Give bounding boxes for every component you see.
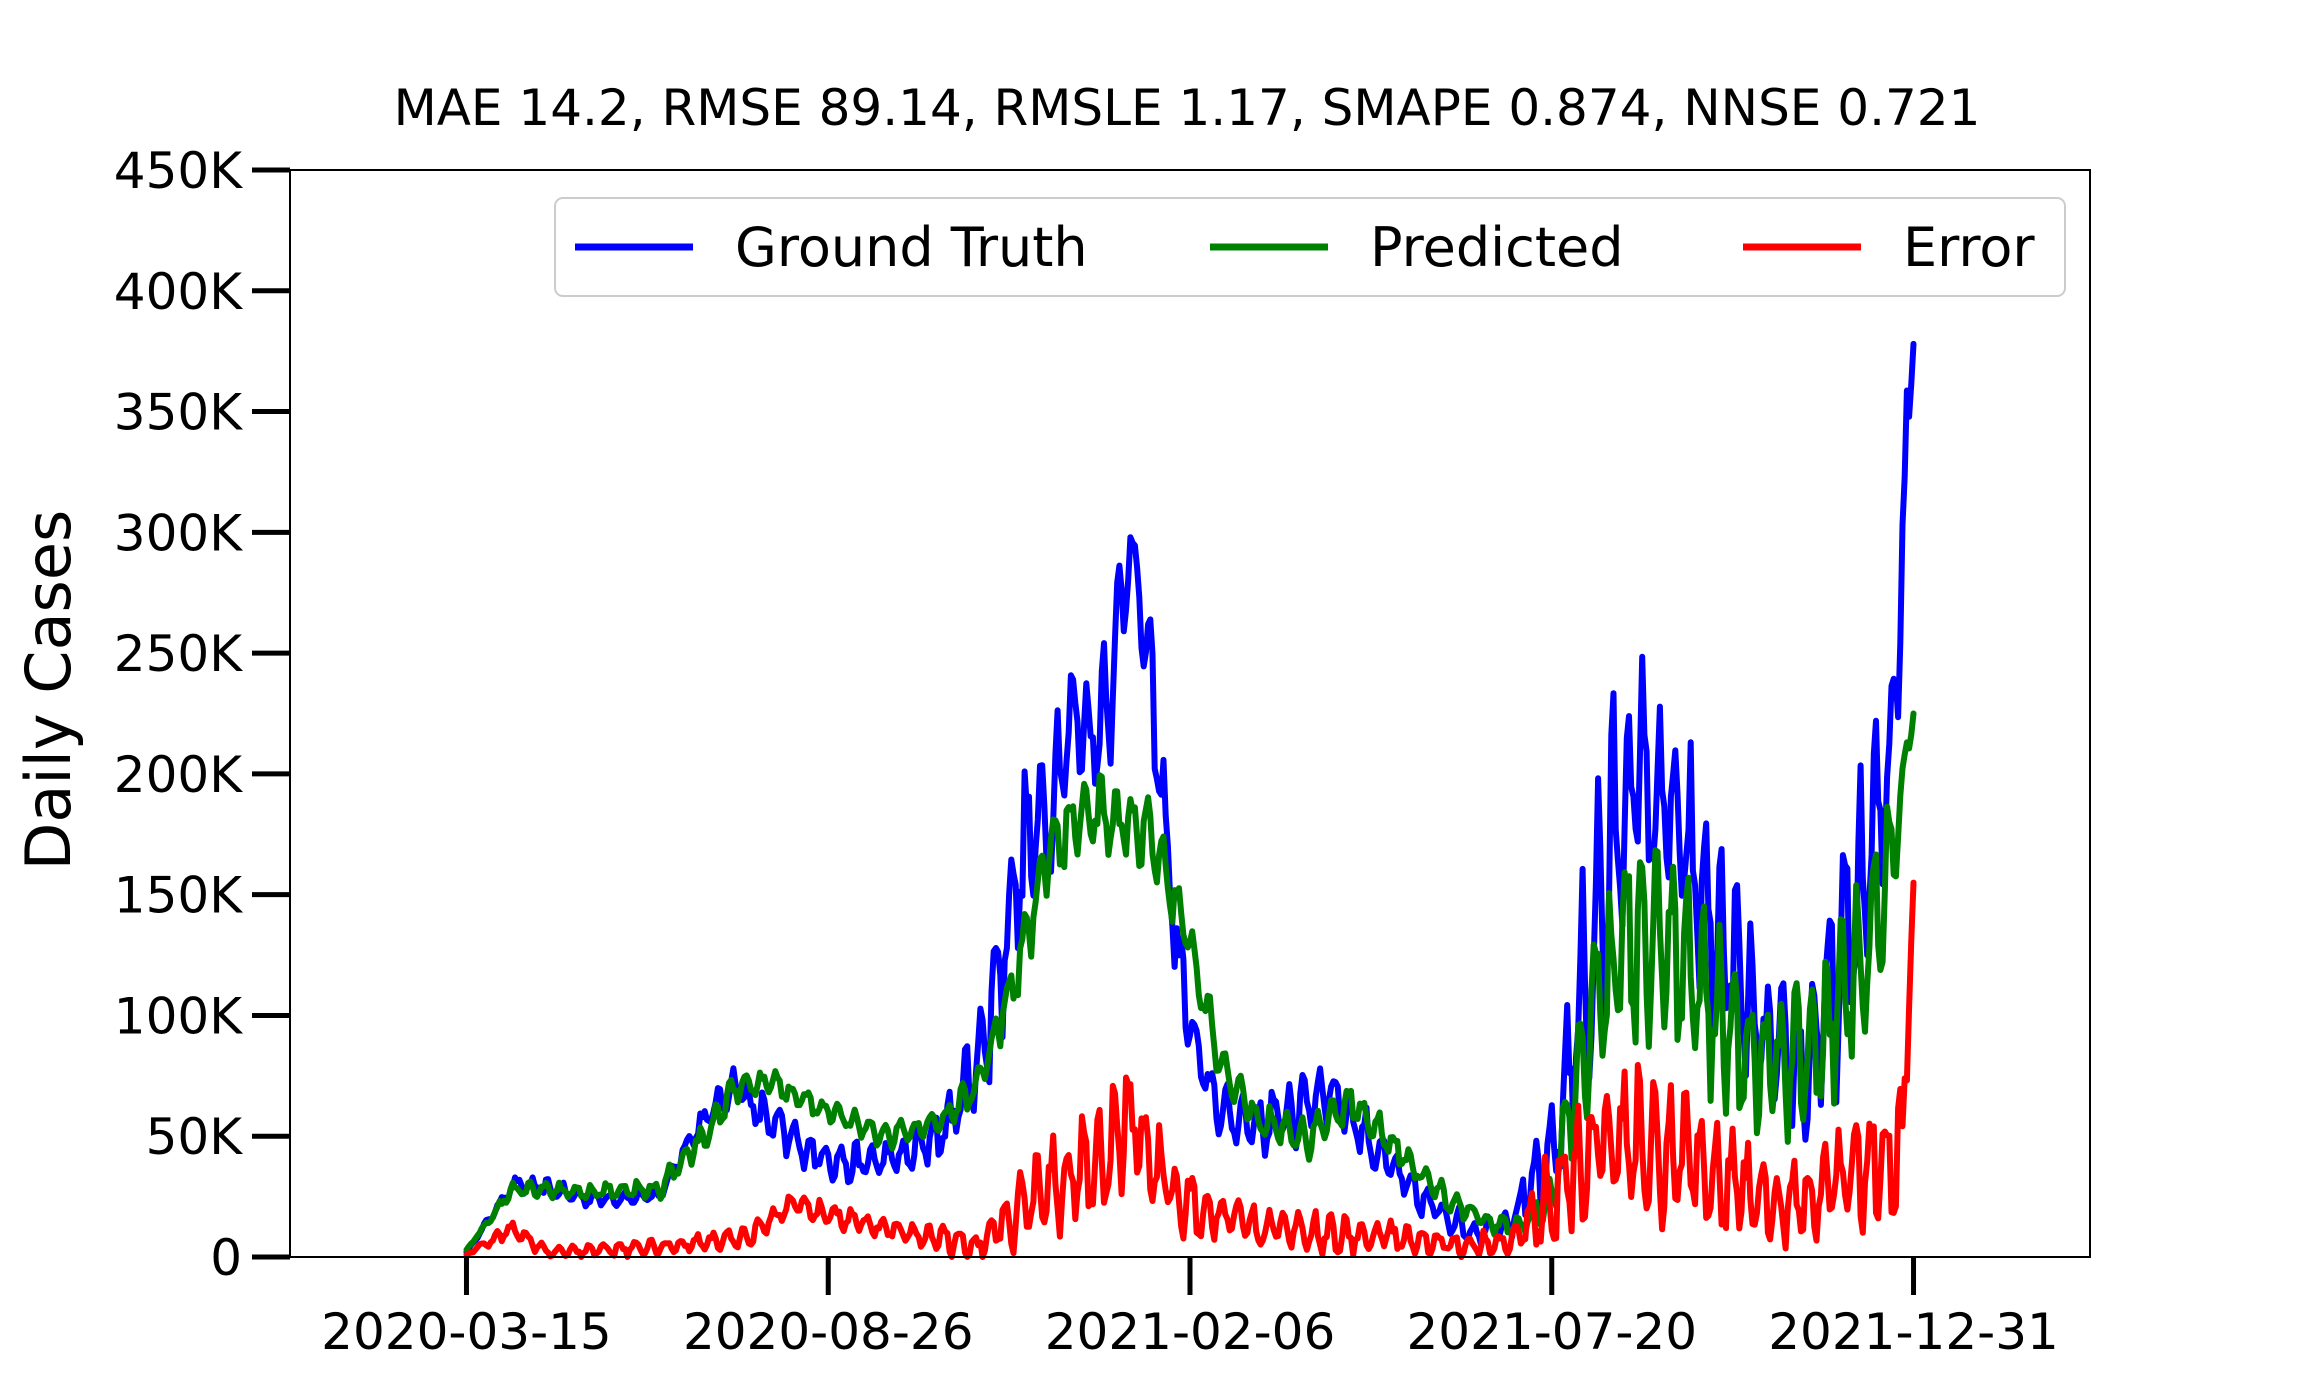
y-tick-label: 350K [114, 384, 243, 442]
y-tick-label: 50K [146, 1108, 244, 1166]
y-tick-label: 450K [114, 142, 243, 200]
axes-layer: 0 50K 100K 150K 200K 250K 300K 350K 400K 450K 2020… [114, 142, 2091, 1361]
y-tick-label: 400K [114, 263, 243, 321]
legend-label: Predicted [1370, 216, 1624, 279]
y-tick-label: 100K [114, 987, 243, 1045]
x-tick-label: 2021-07-20 [1406, 1303, 1697, 1361]
y-tick-label: 0 [210, 1229, 242, 1287]
x-tick-label: 2020-03-15 [321, 1303, 612, 1361]
chart-title: MAE 14.2, RMSE 89.14, RMSLE 1.17, SMAPE … [394, 79, 1981, 137]
series-line-ground-truth [463, 340, 1917, 1256]
y-tick-label: 250K [114, 625, 243, 683]
y-tick-label: 200K [114, 746, 243, 804]
y-tick-label: 300K [114, 504, 243, 562]
series-layer [463, 340, 1917, 1260]
legend-label: Ground Truth [735, 216, 1088, 279]
x-tick-label: 2020-08-26 [683, 1303, 974, 1361]
legend-label: Error [1903, 216, 2035, 279]
series-line-error [463, 879, 1917, 1260]
legend: Ground Truth Predicted Error [554, 197, 2066, 297]
x-tick-label: 2021-02-06 [1045, 1303, 1336, 1361]
y-axis-label: Daily Cases [12, 510, 85, 871]
x-tick-label: 2021-12-31 [1768, 1303, 2059, 1361]
series-line-predicted [463, 710, 1917, 1253]
y-tick-label: 150K [114, 867, 243, 925]
